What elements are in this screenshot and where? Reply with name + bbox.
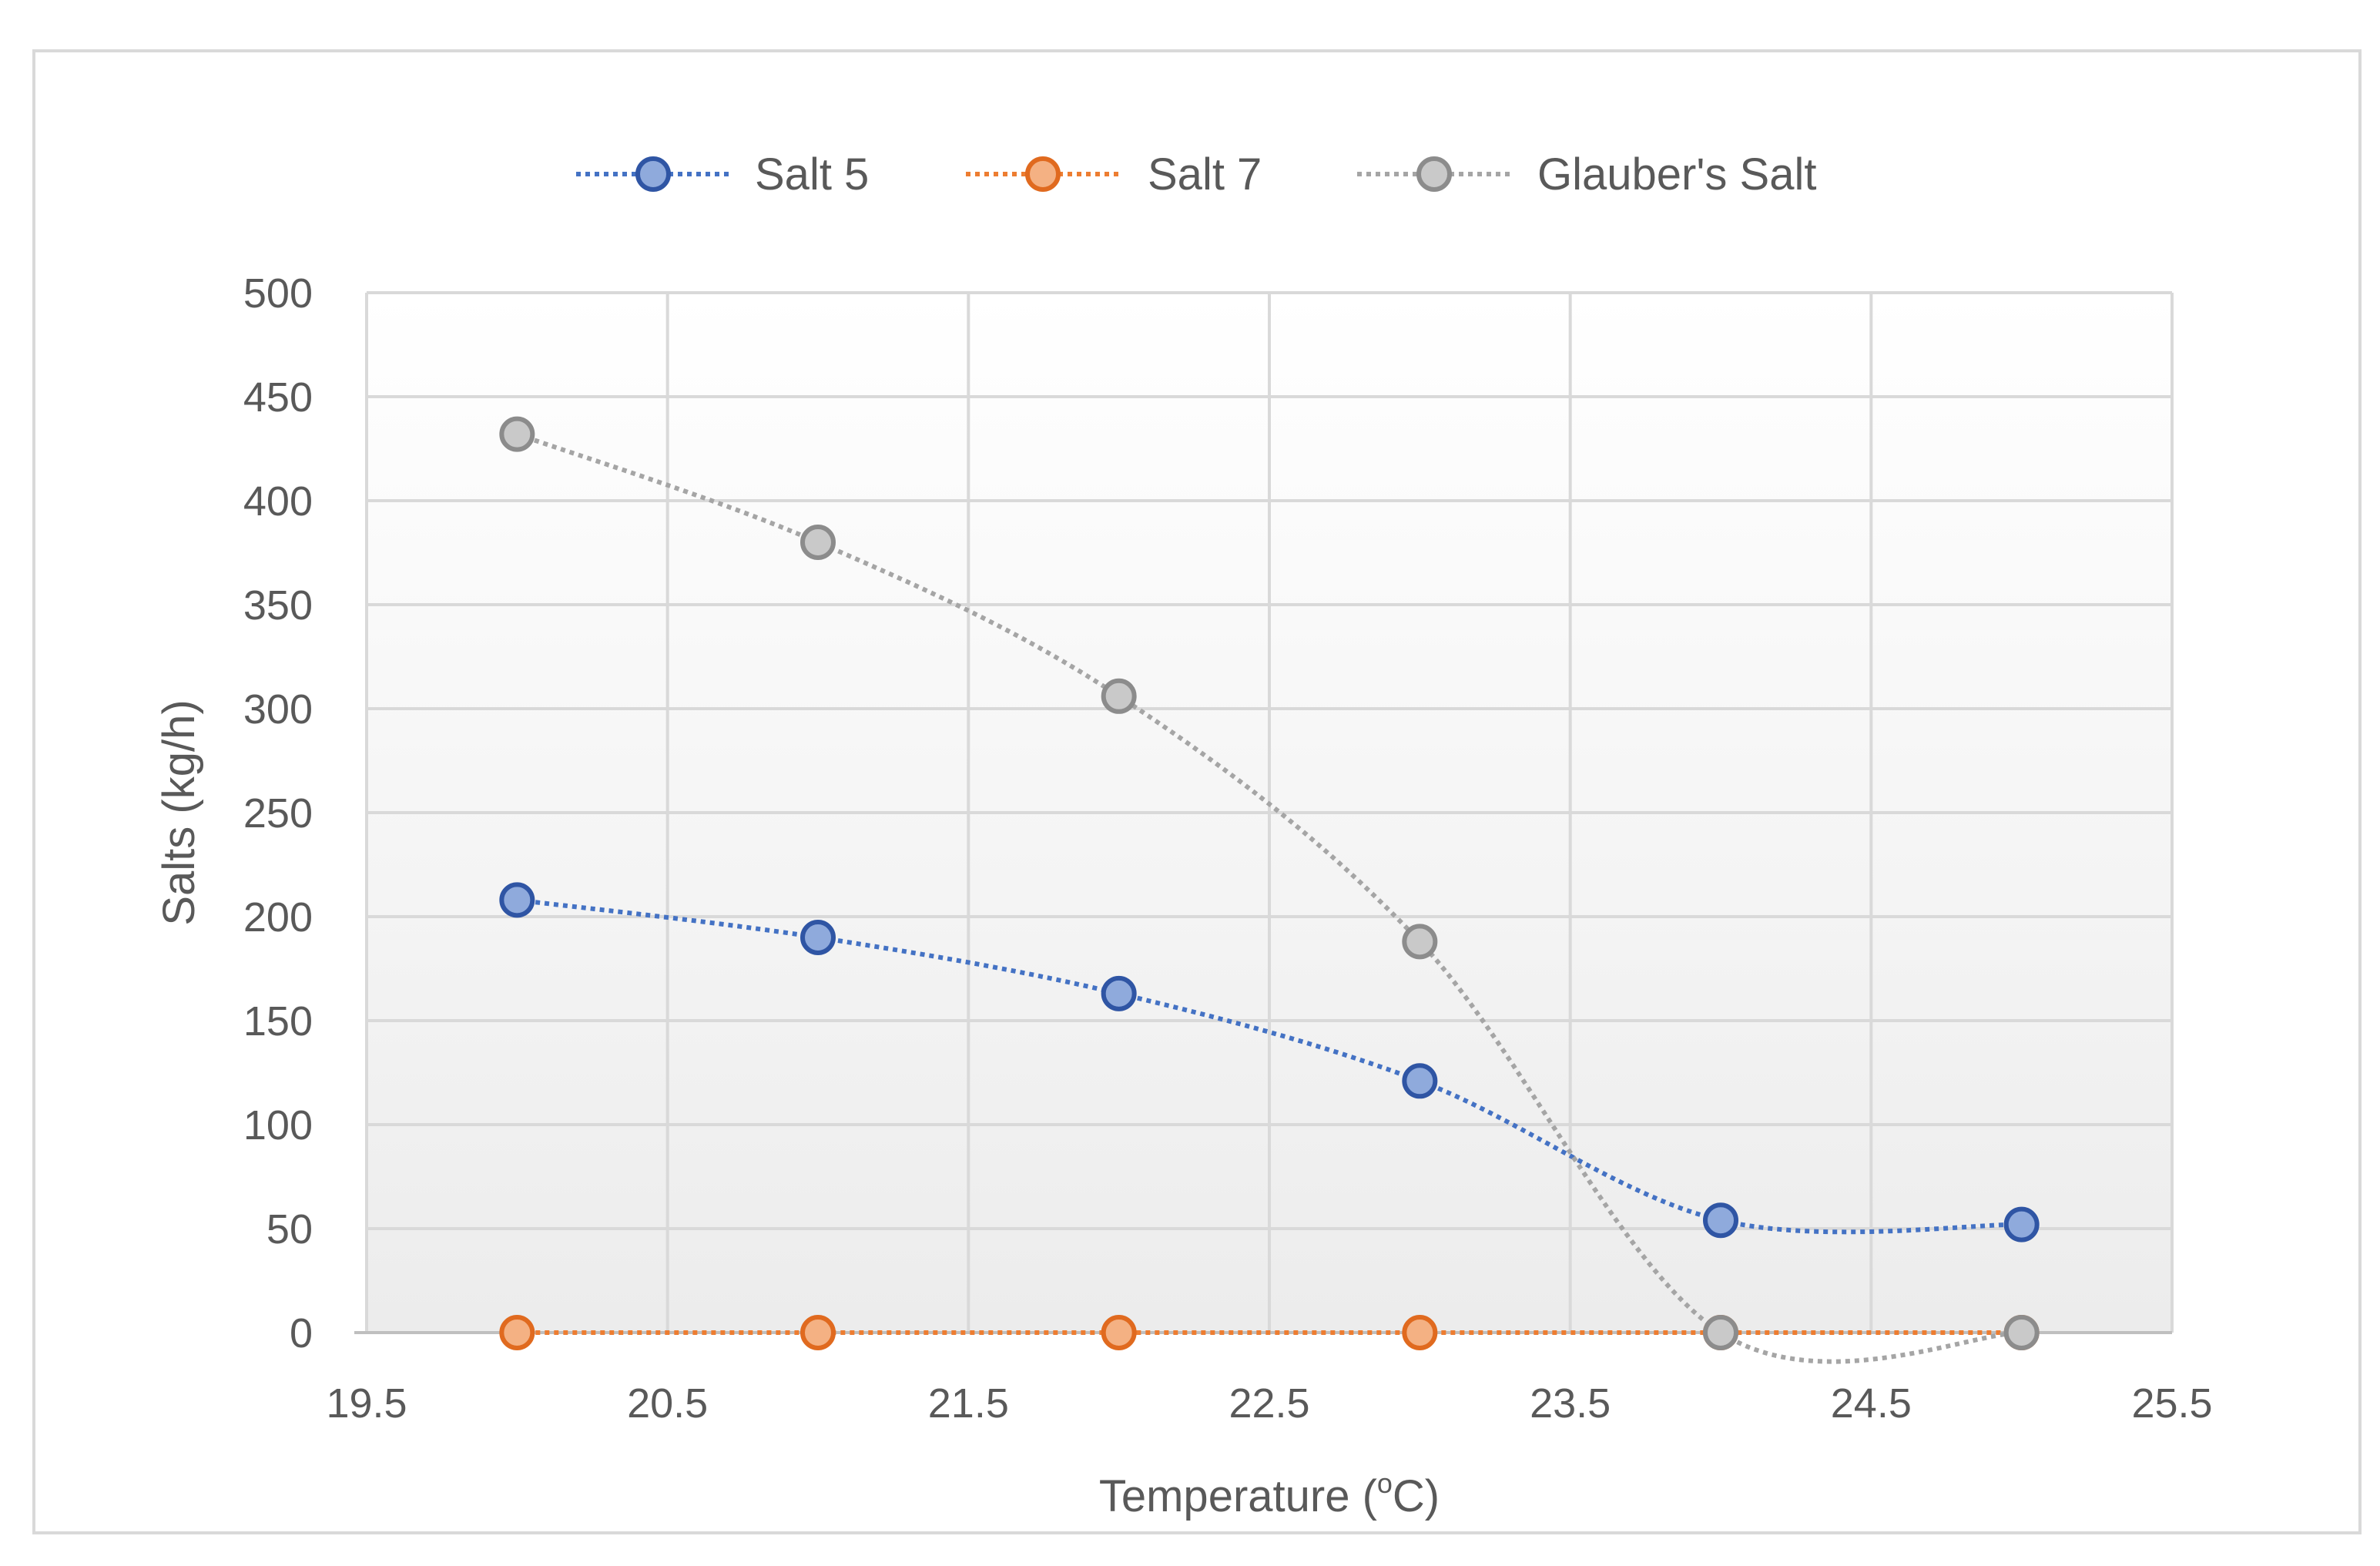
data-point [1703,1315,1738,1350]
x-axis-title: Temperature (oC) [1099,1467,1440,1521]
data-point [800,525,836,560]
y-tick-label: 200 [243,894,313,941]
series-3 [499,416,2040,1364]
y-tick-label: 500 [243,270,313,317]
x-axis-title-suffix: C) [1393,1471,1440,1521]
y-axis-title: Salts (kg/h) [154,699,204,925]
legend-label: Salt 7 [1148,149,1262,200]
y-tick-label: 450 [243,374,313,421]
data-point [499,1315,535,1350]
x-tick-label: 25.5 [2131,1380,2212,1427]
x-axis-title-sup: o [1377,1467,1393,1499]
legend-label: Glauber's Salt [1537,149,1816,200]
series-1 [499,882,2040,1242]
y-tick-label: 300 [243,686,313,733]
data-point [1703,1202,1738,1239]
y-tick-label: 50 [266,1206,313,1252]
y-tick-label: 350 [243,582,313,629]
legend-label: Salt 5 [755,149,869,200]
data-point [2003,1206,2040,1242]
y-tick-label: 150 [243,998,313,1045]
data-point [2003,1315,2040,1350]
data-point [1101,678,1137,714]
data-point [1402,1063,1438,1099]
legend-item: Salt 7 [966,149,1262,200]
data-point [499,882,535,918]
y-tick-label: 0 [290,1310,313,1356]
y-tick-label: 400 [243,478,313,525]
legend-item: Salt 5 [576,149,869,200]
x-tick-label: 22.5 [1229,1380,1309,1427]
data-point [800,920,836,955]
x-tick-label: 19.5 [326,1380,407,1427]
x-tick-label: 21.5 [928,1380,1009,1427]
legend-item: Glauber's Salt [1357,149,1816,200]
x-axis-title-text: Temperature ( [1099,1471,1377,1521]
x-tick-label: 23.5 [1530,1380,1611,1427]
data-point [800,1315,836,1350]
x-tick-label: 20.5 [627,1380,708,1427]
y-tick-label: 100 [243,1102,313,1149]
gridlines [365,291,2174,1333]
y-tick-label: 250 [243,790,313,837]
data-point [499,416,535,452]
legend: Salt 5 Salt 7 Glauber's Salt [576,149,1816,200]
data-point [1101,975,1137,1011]
legend-swatch-marker [635,156,671,192]
data-point [1402,924,1438,960]
x-tick-label: 24.5 [1831,1380,1912,1427]
series-layer [499,416,2040,1364]
legend-swatch-marker [1025,156,1061,192]
legend-swatch-marker [1416,156,1452,192]
data-point [1402,1315,1438,1350]
data-point [1101,1315,1137,1350]
